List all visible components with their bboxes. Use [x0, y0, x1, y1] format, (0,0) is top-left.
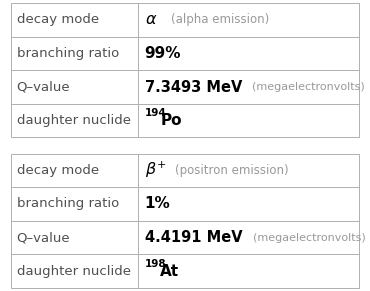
- Text: decay mode: decay mode: [17, 13, 99, 26]
- Text: 99%: 99%: [145, 46, 181, 61]
- Text: Po: Po: [160, 113, 182, 128]
- Text: (megaelectronvolts): (megaelectronvolts): [252, 82, 365, 92]
- Text: (positron emission): (positron emission): [175, 164, 289, 177]
- Text: Q–value: Q–value: [17, 81, 70, 93]
- Text: 1%: 1%: [145, 196, 171, 212]
- Text: 7.3493 MeV: 7.3493 MeV: [145, 79, 252, 95]
- Text: (alpha emission): (alpha emission): [171, 13, 270, 26]
- Text: Q–value: Q–value: [17, 231, 70, 244]
- Text: $\beta^{+}$: $\beta^{+}$: [145, 160, 166, 180]
- Text: branching ratio: branching ratio: [17, 47, 119, 60]
- Bar: [11, 3, 359, 137]
- Text: 194: 194: [145, 108, 166, 118]
- Text: decay mode: decay mode: [17, 164, 99, 177]
- Text: 198: 198: [145, 259, 166, 269]
- Bar: [11, 154, 359, 288]
- Text: $\alpha$: $\alpha$: [145, 12, 157, 27]
- Text: (megaelectronvolts): (megaelectronvolts): [253, 233, 365, 243]
- Text: daughter nuclide: daughter nuclide: [17, 265, 131, 278]
- Text: At: At: [160, 264, 179, 279]
- Text: daughter nuclide: daughter nuclide: [17, 114, 131, 127]
- Text: branching ratio: branching ratio: [17, 198, 119, 210]
- Text: 4.4191 MeV: 4.4191 MeV: [145, 230, 253, 245]
